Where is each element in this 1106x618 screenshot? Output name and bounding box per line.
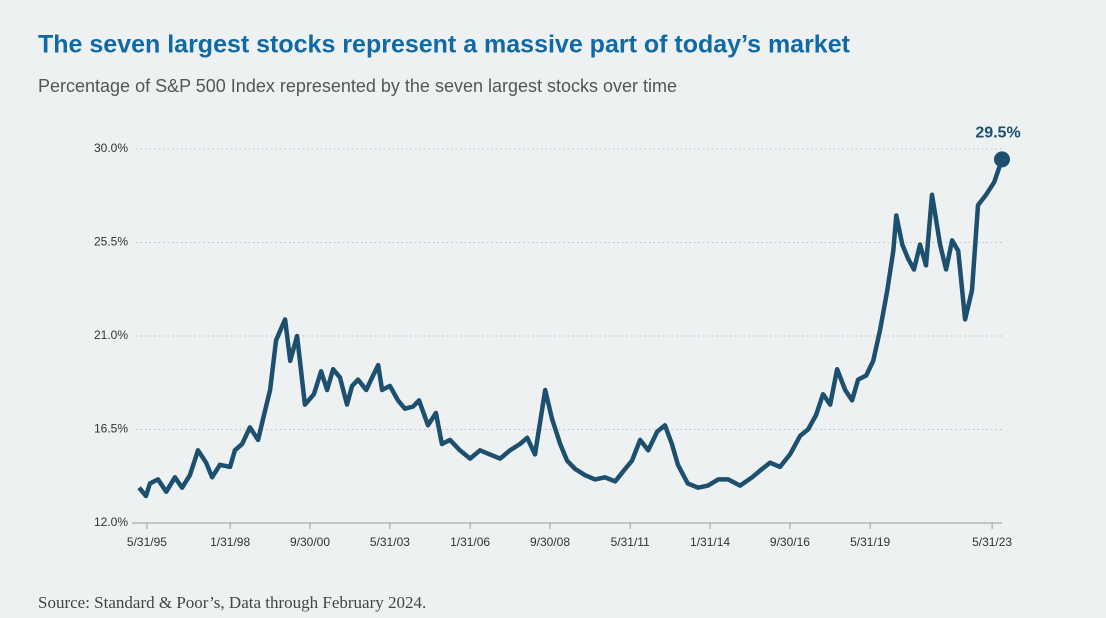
x-tick-label: 5/31/03: [370, 535, 410, 549]
x-tick-label: 5/31/11: [611, 535, 650, 549]
y-tick-label: 25.5%: [94, 235, 128, 249]
line-series: [137, 158, 1005, 499]
y-tick-label: 12.0%: [94, 515, 128, 529]
y-tick-label: 30.0%: [94, 141, 128, 155]
x-tick-label: 5/31/19: [850, 535, 890, 549]
x-tick-label: 9/30/00: [290, 535, 330, 549]
x-tick-label: 9/30/16: [770, 535, 810, 549]
x-tick-label: 1/31/14: [690, 535, 730, 549]
x-tick-label: 1/31/06: [450, 535, 490, 549]
end-label: 29.5%: [975, 125, 1020, 142]
x-tick-label: 9/30/08: [530, 535, 570, 549]
x-tick-label: 5/31/23: [972, 535, 1012, 549]
y-tick-label: 16.5%: [94, 422, 128, 436]
chart-title: The seven largest stocks represent a mas…: [38, 31, 851, 59]
x-tick-label: 5/31/95: [127, 535, 167, 549]
end-point: [994, 151, 1010, 168]
source-note: Source: Standard & Poor’s, Data through …: [38, 593, 426, 612]
y-tick-label: 21.0%: [94, 328, 128, 342]
x-tick-label: 1/31/98: [210, 535, 250, 549]
chart-subtitle: Percentage of S&P 500 Index represented …: [38, 76, 677, 96]
